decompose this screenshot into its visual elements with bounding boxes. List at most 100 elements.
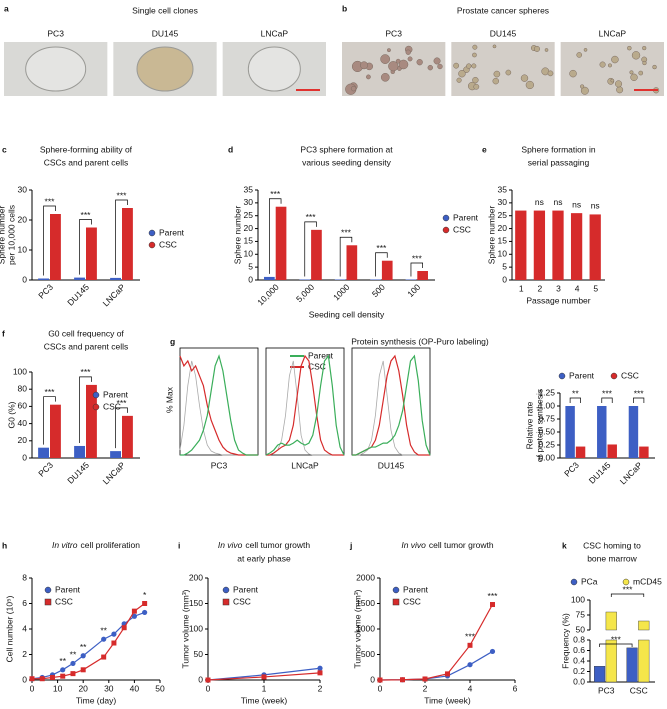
histogram-curve: [266, 360, 344, 456]
sphere: [492, 77, 499, 85]
legend-marker: [570, 578, 578, 586]
data-point: [60, 667, 66, 673]
x-tick-label: CSC: [630, 685, 648, 695]
y-tick-label: 25: [244, 210, 254, 220]
panel-label: b: [342, 3, 347, 13]
x-tick-label: LNCaP: [101, 282, 128, 309]
legend-label: Parent: [308, 350, 334, 360]
y-tick-label: 2: [22, 649, 27, 659]
data-point: [101, 654, 107, 660]
legend-marker: [558, 372, 566, 380]
sphere: [569, 69, 577, 78]
chart-title: bone marrow: [587, 553, 637, 563]
legend-marker: [148, 229, 156, 237]
significance-label: ***: [488, 591, 499, 601]
significance-label: ***: [45, 196, 56, 206]
x-tick-label: PC3: [598, 685, 615, 695]
sphere: [576, 52, 583, 58]
chart-title: In vitro cell proliferation: [52, 540, 140, 550]
sphere: [472, 44, 478, 50]
y-tick-label: 60: [18, 401, 28, 411]
bar: [570, 213, 583, 280]
bar: [597, 406, 607, 458]
title-part: In vitro: [52, 540, 78, 550]
legend-label: Parent: [453, 212, 479, 222]
sphere: [473, 83, 480, 90]
bar: [381, 260, 393, 280]
x-tick-label: PC3: [36, 282, 55, 301]
data-point: [422, 676, 428, 682]
sphere: [638, 70, 644, 76]
bar: [38, 278, 49, 280]
chart-title: CSCs and parent cells: [44, 157, 129, 167]
y-tick-label: 1.00: [538, 400, 555, 410]
sphere: [615, 80, 623, 88]
y-tick-label: 100: [13, 366, 27, 376]
sphere: [433, 57, 441, 65]
sphere: [505, 69, 512, 76]
legend-marker: [610, 372, 618, 380]
legend-label: mCD45: [633, 576, 662, 586]
data-point: [131, 613, 137, 619]
bar: [417, 271, 428, 280]
chart-title: serial passaging: [528, 157, 590, 167]
sphere: [642, 60, 647, 66]
title-part: cell proliferation: [80, 540, 140, 550]
chart-title: CSCs and parent cells: [44, 341, 129, 351]
y-tick-label: 25: [498, 210, 508, 220]
bar: [552, 210, 564, 280]
x-tick-label: 50: [155, 683, 165, 693]
data-point: [445, 671, 450, 677]
bar: [38, 447, 49, 458]
y-tick-label: 5: [248, 261, 253, 271]
y-tick-label: 0.50: [538, 426, 555, 436]
sphere: [360, 61, 368, 70]
bar: [74, 445, 85, 458]
x-tick-label: 2: [318, 683, 323, 693]
y-tick-label: 150: [189, 598, 203, 608]
y-tick-label: 0.8: [573, 634, 585, 644]
legend-marker: [44, 586, 52, 594]
sphere: [631, 51, 641, 60]
y-tick-label: 8: [22, 572, 27, 582]
data-point: [467, 662, 473, 668]
sphere: [471, 63, 477, 69]
y-tick-label: 1.25: [538, 387, 555, 397]
x-tick-label: 0: [30, 683, 35, 693]
sphere: [380, 54, 391, 64]
y-axis-label: Tumor volume (mm³): [352, 589, 362, 668]
cell-clone: [136, 46, 194, 92]
bar: [639, 446, 649, 458]
panel-label: h: [2, 540, 7, 550]
bar: [299, 279, 311, 280]
y-axis-label: G0 (%): [6, 401, 16, 428]
histogram-frame: [351, 347, 431, 456]
y-tick-label: 0.75: [538, 413, 555, 423]
y-tick-label: 50: [576, 624, 586, 634]
panel-label: a: [4, 3, 9, 13]
sphere: [652, 64, 657, 70]
x-axis-label: Seeding cell density: [309, 309, 385, 319]
significance-label: ***: [623, 584, 634, 594]
panel-label: g: [170, 336, 175, 346]
series-line: [379, 650, 493, 681]
y-tick-label: 0.0: [573, 676, 585, 686]
chart-title: Sphere formation in: [521, 144, 595, 154]
x-tick-label: PC3: [562, 460, 581, 479]
y-axis-label: Sphere number: [232, 206, 242, 265]
sphere: [416, 59, 423, 66]
significance-bracket: [633, 397, 645, 403]
legend-marker: [222, 586, 230, 594]
significance-label: ***: [45, 387, 56, 397]
y-tick-label: 10: [498, 249, 508, 259]
bar: [626, 647, 638, 683]
y-axis-label: Cell number (10⁵): [4, 595, 14, 662]
sphere: [583, 48, 588, 52]
y-axis-label: % Max: [164, 386, 174, 413]
y-tick-label: 1000: [356, 623, 375, 633]
sphere: [472, 52, 477, 58]
data-point: [400, 677, 405, 683]
bar: [110, 277, 121, 280]
chart-title: various seeding density: [302, 157, 392, 167]
sphere: [380, 72, 390, 82]
